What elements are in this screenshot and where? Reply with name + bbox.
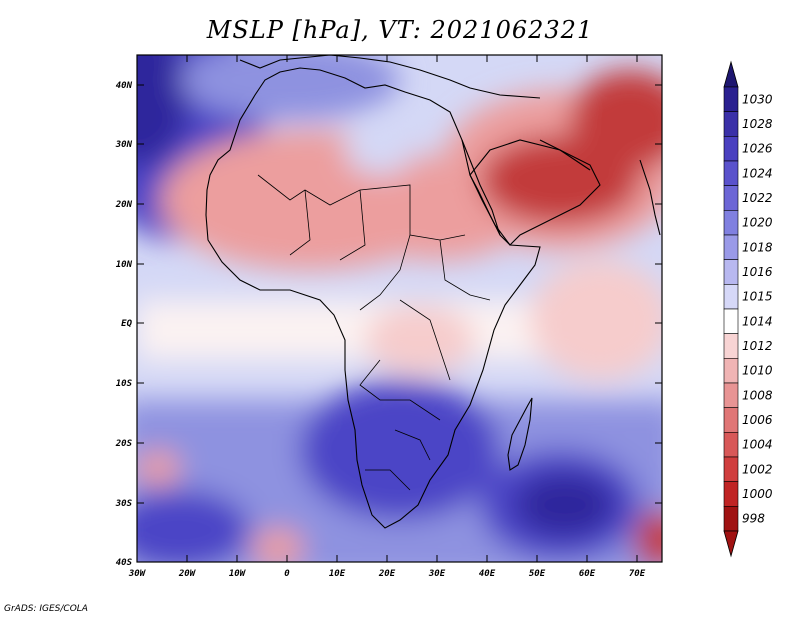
colorbar-labels: 1030 1028 1026 1024 1022 1020 1018 1016 1015 1014… — [742, 92, 773, 525]
colorbar-box — [723, 259, 739, 285]
credit-text: GrADS: IGES/COLA — [4, 604, 88, 614]
colorbar-label: 1018 — [742, 240, 773, 254]
southern-europe — [239, 55, 541, 99]
pressure-field — [137, 55, 662, 562]
lon-tick-label: 0 — [284, 569, 290, 579]
colorbar-box — [723, 358, 739, 384]
colorbar-box — [723, 210, 739, 236]
field-small-low-south — [252, 528, 304, 562]
colorbar-box — [723, 481, 739, 507]
colorbar-box — [723, 506, 739, 532]
field-small-low-southwest — [137, 450, 180, 486]
colorbar-label: 1008 — [742, 388, 773, 402]
field-mediterranean — [180, 55, 400, 120]
colorbar-box — [723, 111, 739, 137]
india-coast — [639, 159, 661, 236]
colorbar-label: 1015 — [742, 290, 773, 304]
lat-tick-label: 20N — [115, 200, 133, 210]
colorbar-boxes — [723, 86, 739, 532]
colorbar-label: 1012 — [742, 339, 773, 353]
lon-tick-label: 20E — [378, 569, 396, 579]
lat-tick-label: 30N — [115, 140, 133, 150]
lon-tick-label: 50E — [529, 569, 546, 579]
colorbar-top-arrow — [723, 60, 739, 88]
colorbar-label: 1016 — [742, 265, 773, 279]
lat-tick-label: 10N — [116, 260, 133, 270]
chart-title: MSLP [hPa], VT: 2021062321 — [206, 16, 594, 44]
lon-tick-label: 40E — [479, 569, 496, 579]
colorbar-label: 1022 — [742, 191, 773, 205]
colorbar-box — [723, 308, 739, 334]
lon-tick-label: 10E — [329, 569, 346, 579]
colorbar-box — [723, 432, 739, 458]
plot-frame — [136, 54, 663, 563]
colorbar-label: 1006 — [742, 413, 773, 427]
red-sea — [461, 139, 501, 236]
field-iran-low — [570, 70, 662, 170]
colorbar-box — [723, 382, 739, 408]
field-blobs — [137, 55, 662, 562]
field-south-indian-high-core — [515, 473, 615, 537]
colorbar-box — [723, 160, 739, 186]
lon-tick-label: 70E — [629, 569, 646, 579]
colorbar-label: 1030 — [742, 92, 773, 106]
field-central-africa — [365, 305, 475, 375]
lon-tick-label: 20W — [178, 569, 197, 579]
arabian-peninsula — [469, 139, 601, 246]
lat-tick-label: 30S — [115, 499, 133, 509]
colorbar-box — [723, 136, 739, 162]
field-southern-africa-high — [300, 380, 500, 520]
lat-tick-labels: 40N 30N 20N 10N EQ 10S 20S 30S 40S — [115, 81, 133, 568]
lat-tick-label: 40N — [116, 81, 133, 91]
colorbar-box — [723, 185, 739, 211]
colorbar-box — [723, 407, 739, 433]
colorbar-box — [723, 234, 739, 260]
lat-ticks — [137, 84, 662, 504]
lat-tick-label: 40S — [116, 558, 133, 568]
colorbar-label: 1026 — [742, 142, 773, 156]
colorbar-label: 1000 — [742, 487, 773, 501]
colorbar: 1030 1028 1026 1024 1022 1020 1018 1016 1015 1014… — [723, 60, 773, 558]
country-borders — [257, 174, 491, 491]
colorbar-box — [723, 333, 739, 359]
colorbar-box — [723, 456, 739, 482]
colorbar-label: 1004 — [742, 438, 773, 452]
colorbar-label: 1024 — [742, 166, 773, 180]
field-southwest-high — [137, 490, 250, 562]
africa-coastline — [205, 67, 541, 529]
lon-tick-label: 60E — [579, 569, 596, 579]
field-libya-ridge — [345, 125, 415, 175]
lat-tick-label: 20S — [115, 439, 133, 449]
lon-tick-label: 30W — [128, 569, 147, 579]
lon-ticks — [186, 55, 638, 562]
madagascar — [507, 397, 533, 471]
lon-tick-label: 10W — [229, 569, 247, 579]
colorbar-label: 1014 — [742, 314, 773, 328]
field-small-low-southeast — [635, 510, 662, 562]
colorbar-label: 1002 — [742, 462, 773, 476]
colorbar-label: 998 — [742, 512, 765, 526]
colorbar-bottom-arrow — [723, 530, 739, 558]
colorbar-box — [723, 86, 739, 112]
field-azores-high-core — [137, 55, 190, 165]
colorbar-label: 1020 — [742, 216, 773, 230]
colorbar-box — [723, 284, 739, 310]
lon-tick-label: 30E — [428, 569, 446, 579]
colorbar-label: 1028 — [742, 117, 773, 131]
lat-tick-label: 10S — [116, 379, 133, 389]
lat-tick-label: EQ — [121, 319, 132, 329]
colorbar-label: 1010 — [742, 364, 773, 378]
field-indian-ocean-warm — [530, 260, 662, 380]
persian-gulf — [539, 139, 591, 171]
lon-tick-labels: 30W 20W 10W 0 10E 20E 30E 40E 50E 60E 70… — [128, 569, 646, 579]
coastlines — [205, 55, 661, 529]
